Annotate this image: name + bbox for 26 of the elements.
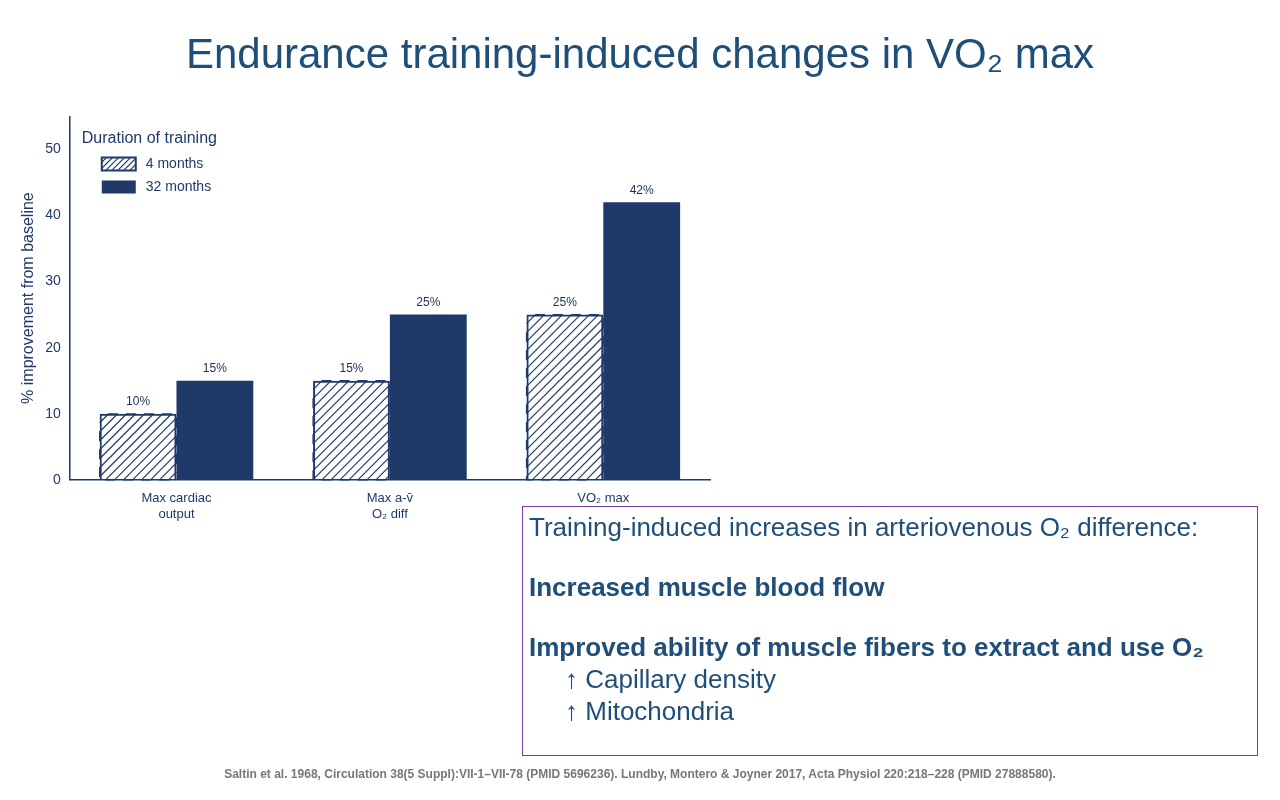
data-label: 15% [202, 361, 228, 375]
y-tick-label: 20 [45, 338, 61, 355]
text: Training-induced increases in arteriovenous O₂ difference: [529, 511, 1200, 543]
text: Saltin et al. 1968, Circulation 38(5 Suppl):VII-1–VII-78 (PMID 5696236). Lundby, Montero & Joyner 2017, Acta Physiol 220:218–228 (PMID 27888580). [223, 767, 1057, 781]
y-tick-label: 40 [45, 206, 61, 223]
y-axis-title: % improvement from baseline [19, 192, 37, 404]
text: Improved ability of muscle fibers to extract and use O₂ [529, 631, 1205, 663]
y-tick-label: 30 [45, 272, 61, 289]
data-label: 25% [552, 294, 578, 309]
data-label: 25% [416, 294, 441, 309]
data-label: 15% [339, 361, 364, 375]
text: ↑ Mitochondria [564, 695, 736, 727]
x-tick-label: VO₂ max [577, 490, 630, 506]
chart-title: Endurance training-induced changes in VO₂ max [184, 30, 1096, 78]
x-tick-label: Max a-v̄ O₂ diff [366, 490, 414, 521]
legend-label: 32 months [145, 177, 212, 194]
y-tick-label: 10 [45, 404, 61, 421]
text: ↑ Capillary density [564, 663, 777, 695]
text: Increased muscle blood flow [529, 571, 886, 603]
y-tick-label: 50 [45, 140, 61, 157]
data-label: 10% [126, 394, 151, 409]
legend-title: Duration of training [81, 128, 217, 146]
legend-label: 4 months [145, 154, 204, 171]
x-tick-label: Max cardiac output [141, 490, 213, 521]
y-tick-label: 0 [52, 470, 61, 487]
data-label: 42% [629, 182, 655, 197]
